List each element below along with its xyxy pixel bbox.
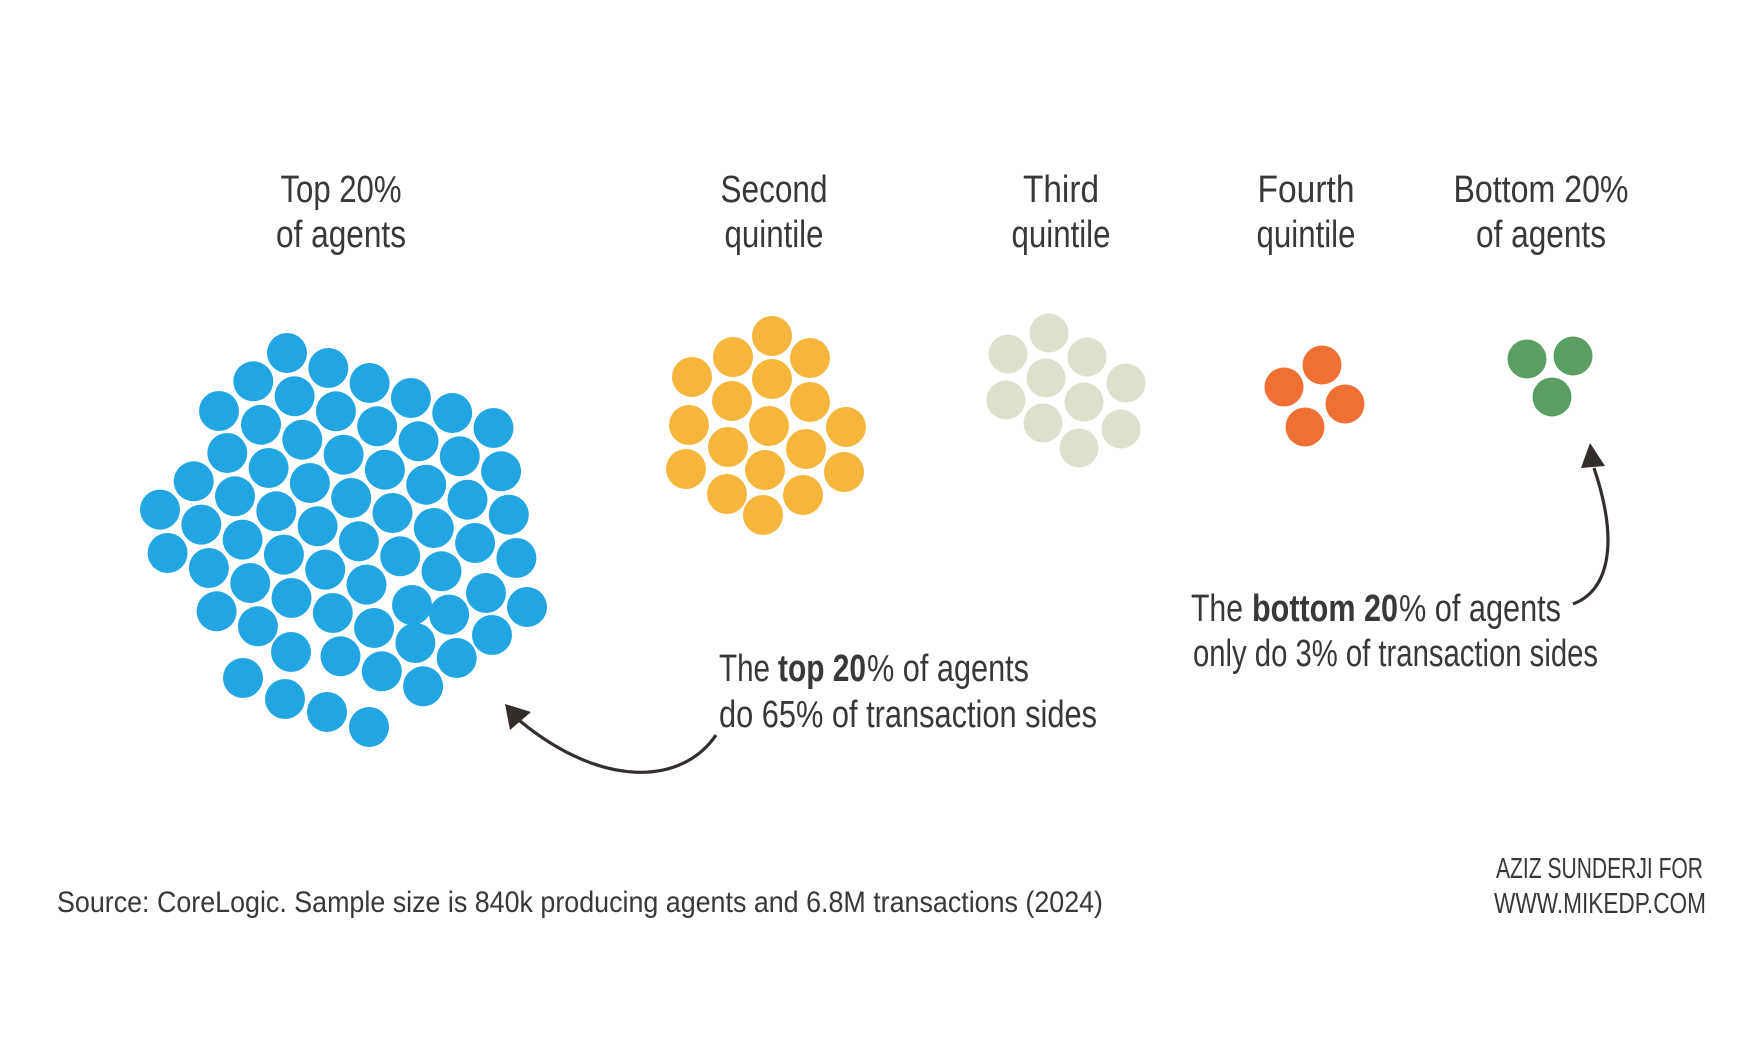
svg-text:AZIZ SUNDERJI FOR: AZIZ SUNDERJI FOR <box>1496 853 1703 885</box>
svg-text:Fourth: Fourth <box>1258 169 1355 211</box>
svg-text:quintile: quintile <box>1257 214 1356 256</box>
svg-text:of agents: of agents <box>276 214 406 256</box>
svg-text:Bottom 20%: Bottom 20% <box>1454 169 1629 211</box>
svg-text:only do 3% of transaction side: only do 3% of transaction sides <box>1193 633 1598 675</box>
svg-text:% of agents: % of agents <box>1399 588 1561 630</box>
svg-text:The: The <box>1191 588 1243 630</box>
svg-text:% of agents: % of agents <box>867 648 1029 690</box>
svg-text:quintile: quintile <box>1012 214 1111 256</box>
svg-text:Second: Second <box>721 169 828 211</box>
svg-text:Source: CoreLogic. Sample size: Source: CoreLogic. Sample size is 840k p… <box>57 886 1103 919</box>
svg-text:top 20: top 20 <box>778 648 866 690</box>
svg-text:Third: Third <box>1023 169 1099 211</box>
svg-text:The: The <box>719 648 770 690</box>
svg-text:WWW.MIKEDP.COM: WWW.MIKEDP.COM <box>1494 888 1706 920</box>
svg-text:of agents: of agents <box>1476 214 1606 256</box>
svg-text:do 65% of transaction sides: do 65% of transaction sides <box>719 694 1097 736</box>
svg-text:quintile: quintile <box>725 214 824 256</box>
svg-text:Top 20%: Top 20% <box>281 169 402 211</box>
svg-text:bottom 20: bottom 20 <box>1252 588 1398 630</box>
